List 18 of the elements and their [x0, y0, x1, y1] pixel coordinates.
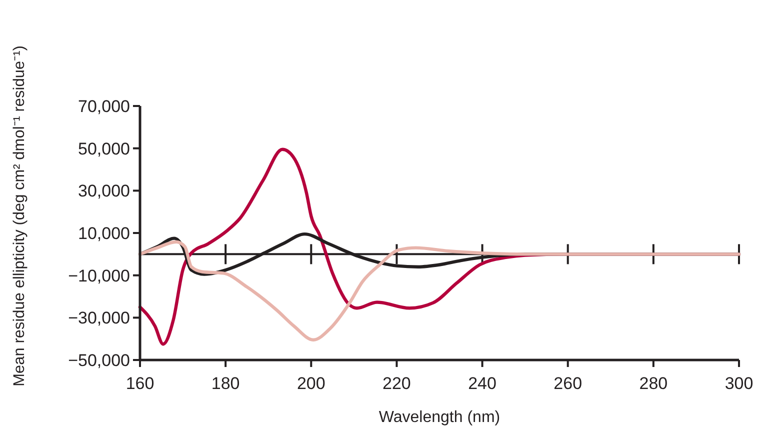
y-axis-title: Mean residue ellipticity (deg cm² dmol⁻¹ residue⁻¹)	[11, 46, 28, 386]
y-tick-label: −30,000	[68, 308, 130, 328]
x-tick-label: 240	[468, 374, 496, 393]
y-tick-label: 70,000	[78, 96, 130, 116]
x-tick-label: 180	[211, 374, 240, 393]
y-tick-label: 30,000	[78, 182, 130, 201]
y-tick-label: 50,000	[78, 139, 130, 158]
y-tick-label: −10,000	[68, 266, 130, 286]
y-tick-label: −50,000	[68, 350, 130, 370]
y-tick-label: 10,000	[78, 224, 130, 243]
x-tick-label: 280	[639, 374, 668, 393]
x-tick-label: 160	[126, 374, 154, 393]
x-tick-label: 260	[554, 374, 582, 393]
x-tick-label: 220	[382, 374, 411, 393]
x-tick-label: 300	[724, 374, 754, 393]
x-axis-title: Wavelength (nm)	[378, 409, 500, 426]
x-tick-label: 200	[296, 374, 326, 393]
line-series	[138, 240, 741, 342]
